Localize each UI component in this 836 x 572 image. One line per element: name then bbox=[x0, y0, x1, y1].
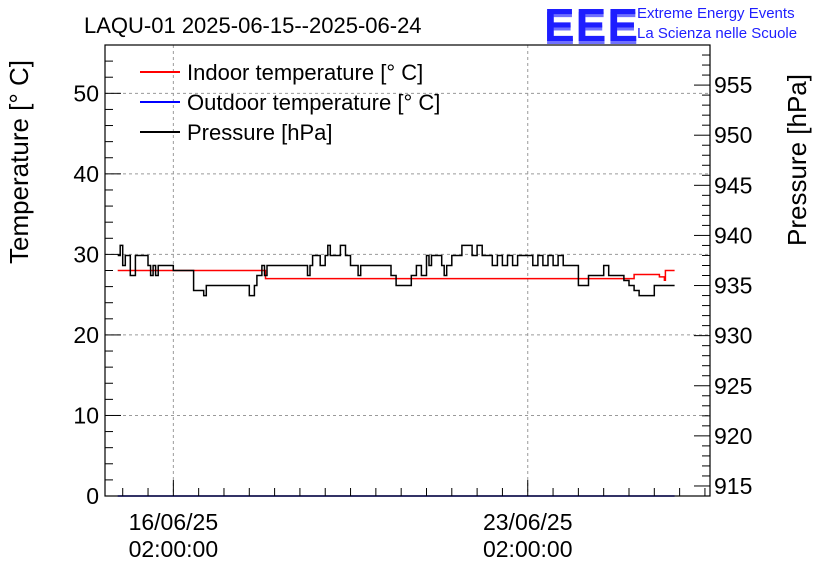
grid-lines bbox=[105, 45, 710, 496]
series-lines bbox=[117, 244, 675, 497]
y2-tick-label: 955 bbox=[714, 72, 752, 98]
y-tick-label: 10 bbox=[73, 402, 99, 428]
y-tick-label: 0 bbox=[86, 483, 99, 509]
y-tick-label: 40 bbox=[73, 161, 99, 187]
y2-axis-label: Pressure [hPa] bbox=[782, 74, 812, 246]
y2-tick-label: 945 bbox=[714, 172, 752, 198]
y-tick-label: 50 bbox=[73, 80, 99, 106]
y2-tick-label: 935 bbox=[714, 273, 752, 299]
brand-line-2: La Scienza nelle Scuole bbox=[637, 25, 798, 42]
x-tick-time-label: 02:00:00 bbox=[129, 536, 219, 562]
legend-label-0: Indoor temperature [° C] bbox=[187, 60, 423, 85]
y2-tick-label: 915 bbox=[714, 473, 752, 499]
tick-labels: 0 10 20 30 40 50 915 920 925 930 935 940 945 950 955 16… bbox=[73, 72, 752, 562]
legend: Indoor temperature [° C] Outdoor temperat… bbox=[140, 60, 440, 145]
legend-label-2: Pressure [hPa] bbox=[187, 120, 333, 145]
eee-brand: EEE Extreme Energy Events La Scienza nel… bbox=[544, 0, 834, 51]
axis-ticks bbox=[105, 44, 710, 497]
y-axis-label: Temperature [° C] bbox=[4, 60, 34, 264]
brand-line-1: Extreme Energy Events bbox=[637, 5, 795, 22]
y2-tick-label: 930 bbox=[714, 323, 752, 349]
legend-label-1: Outdoor temperature [° C] bbox=[187, 90, 440, 115]
chart-title: LAQU-01 2025-06-15--2025-06-24 bbox=[84, 13, 422, 38]
y2-tick-label: 950 bbox=[714, 122, 752, 148]
x-tick-date-label: 23/06/25 bbox=[483, 509, 573, 535]
x-tick-date-label: 16/06/25 bbox=[129, 509, 219, 535]
x-tick-time-label: 02:00:00 bbox=[483, 536, 573, 562]
series-line-0 bbox=[117, 269, 675, 281]
y-tick-label: 30 bbox=[73, 241, 99, 267]
eee-logo: EEE bbox=[544, 0, 640, 51]
y2-tick-label: 940 bbox=[714, 222, 752, 248]
series-line-2 bbox=[117, 244, 675, 297]
y-tick-label: 20 bbox=[73, 322, 99, 348]
y2-tick-label: 920 bbox=[714, 423, 752, 449]
y2-tick-label: 925 bbox=[714, 373, 752, 399]
